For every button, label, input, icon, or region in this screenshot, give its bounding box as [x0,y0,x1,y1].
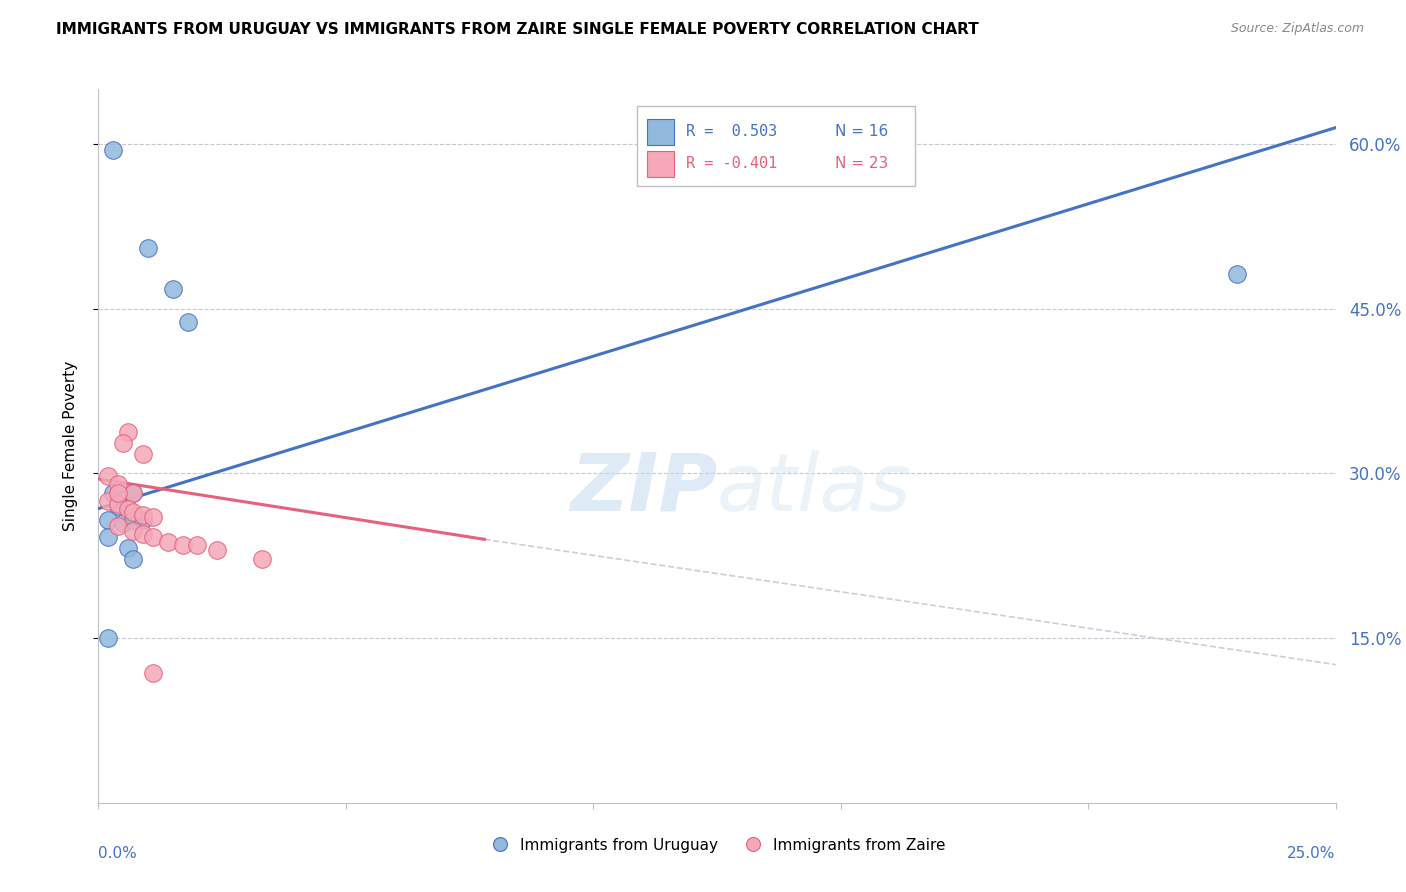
Point [117,501,139,516]
Text: R =  0.503: R = 0.503 [686,125,778,139]
Text: ZIP: ZIP [569,450,717,528]
Point [117,541,139,555]
Point [107,477,129,491]
Bar [647,120,673,145]
Point [97,468,120,483]
Point [132,508,155,523]
Point [122,512,145,526]
Point [122,524,145,538]
Point [142,530,165,544]
Point [172,538,194,552]
Point [112,516,135,530]
Text: IMMIGRANTS FROM URUGUAY VS IMMIGRANTS FROM ZAIRE SINGLE FEMALE POVERTY CORRELATI: IMMIGRANTS FROM URUGUAY VS IMMIGRANTS FR… [56,22,979,37]
Point [250,552,273,566]
Text: N = 23: N = 23 [835,156,887,171]
Point [97,512,120,526]
Text: atlas: atlas [717,450,912,528]
Text: R = -0.401: R = -0.401 [686,156,778,171]
Point [122,486,145,500]
Point [162,282,184,296]
Point [107,500,129,514]
Text: 0.0%: 0.0% [98,846,138,861]
Point [97,530,120,544]
Bar [637,105,915,186]
Text: 25.0%: 25.0% [1288,846,1336,861]
Point [97,494,120,508]
Point [156,534,179,549]
Bar [647,151,673,177]
Legend: Immigrants from Uruguay, Immigrants from Zaire: Immigrants from Uruguay, Immigrants from… [482,831,952,859]
Point [122,486,145,500]
Point [107,497,129,511]
Point [122,505,145,519]
Text: Source: ZipAtlas.com: Source: ZipAtlas.com [1230,22,1364,36]
Point [1226,267,1249,281]
Point [205,543,228,558]
Y-axis label: Single Female Poverty: Single Female Poverty [63,361,77,531]
Point [176,315,198,329]
Point [142,666,165,681]
Point [103,143,125,157]
Point [117,425,139,439]
Point [132,512,155,526]
Point [132,526,155,541]
Point [97,631,120,645]
Point [112,435,135,450]
Point [132,447,155,461]
Point [136,241,159,255]
Point [142,510,165,524]
Point [107,519,129,533]
Point [107,486,129,500]
Point [186,538,208,552]
Point [122,552,145,566]
Text: N = 16: N = 16 [835,125,887,139]
Point [103,486,125,500]
